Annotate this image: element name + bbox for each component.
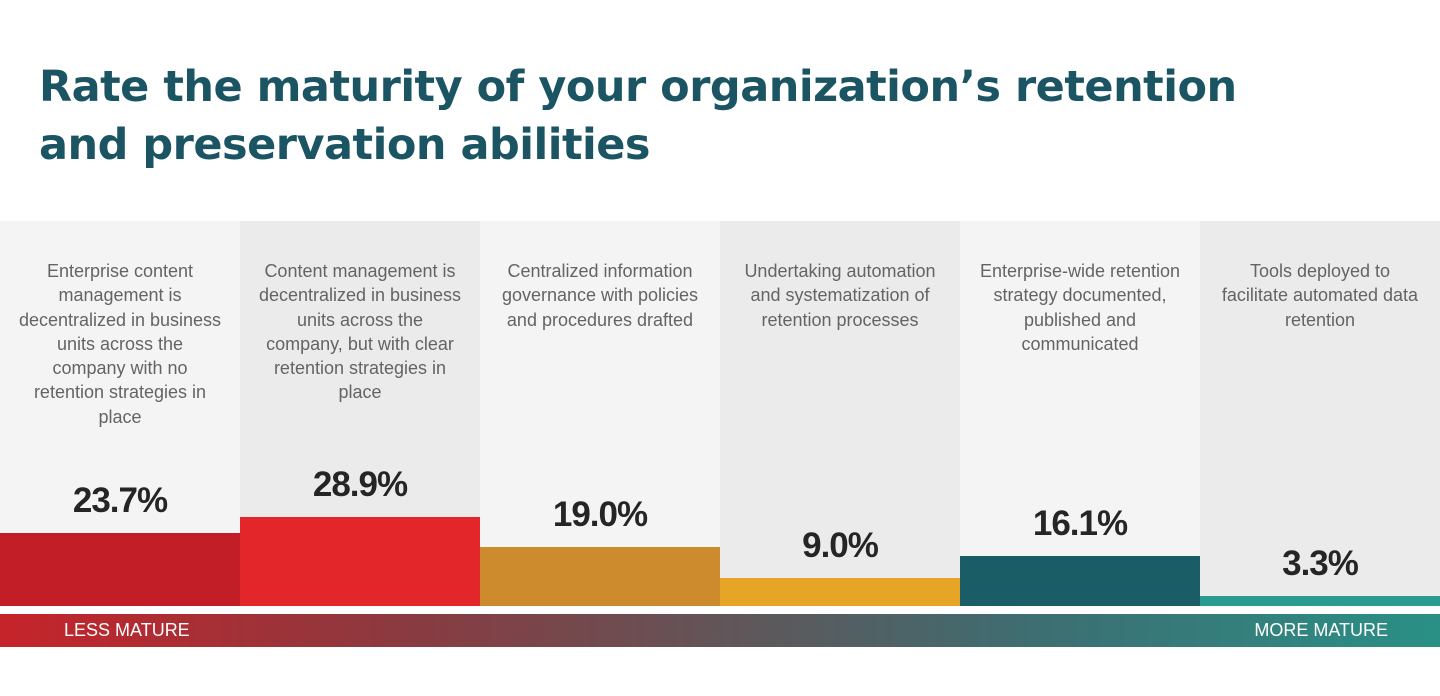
bar	[720, 578, 960, 606]
more-mature-label: MORE MATURE	[1254, 620, 1388, 640]
chart-column: Enterprise content management is decentr…	[0, 221, 240, 606]
bar-chart: Enterprise content management is decentr…	[0, 221, 1440, 606]
chart-column: Tools deployed to facilitate automated d…	[1200, 221, 1440, 606]
bar	[960, 556, 1200, 606]
category-label: Undertaking automation and systematizati…	[744, 261, 936, 330]
category-label: Enterprise-wide retention strategy docum…	[979, 261, 1181, 354]
chart-column: Content management is decentralized in b…	[240, 221, 480, 606]
category-label: Content management is decentralized in b…	[258, 261, 462, 403]
value-label: 9.0%	[802, 526, 879, 565]
category-label: Centralized information governance with …	[501, 261, 699, 330]
bar	[240, 517, 480, 606]
chart-column: Enterprise-wide retention strategy docum…	[960, 221, 1200, 606]
chart-column: Undertaking automation and systematizati…	[720, 221, 960, 606]
value-label: 16.1%	[1032, 504, 1128, 543]
chart-column: Centralized information governance with …	[480, 221, 720, 606]
category-label: Enterprise content management is decentr…	[18, 261, 222, 427]
bar	[480, 547, 720, 606]
value-label: 3.3%	[1282, 544, 1359, 583]
bar	[0, 533, 240, 606]
less-mature-label: LESS MATURE	[64, 620, 190, 640]
chart-title: Rate the maturity of your organization’s…	[39, 62, 1237, 170]
bar	[1200, 596, 1440, 606]
value-label: 28.9%	[312, 465, 408, 504]
value-label: 23.7%	[72, 481, 168, 520]
value-label: 19.0%	[552, 495, 648, 534]
category-label: Tools deployed to facilitate automated d…	[1221, 261, 1419, 330]
maturity-scale: LESS MATURE MORE MATURE	[0, 614, 1440, 647]
